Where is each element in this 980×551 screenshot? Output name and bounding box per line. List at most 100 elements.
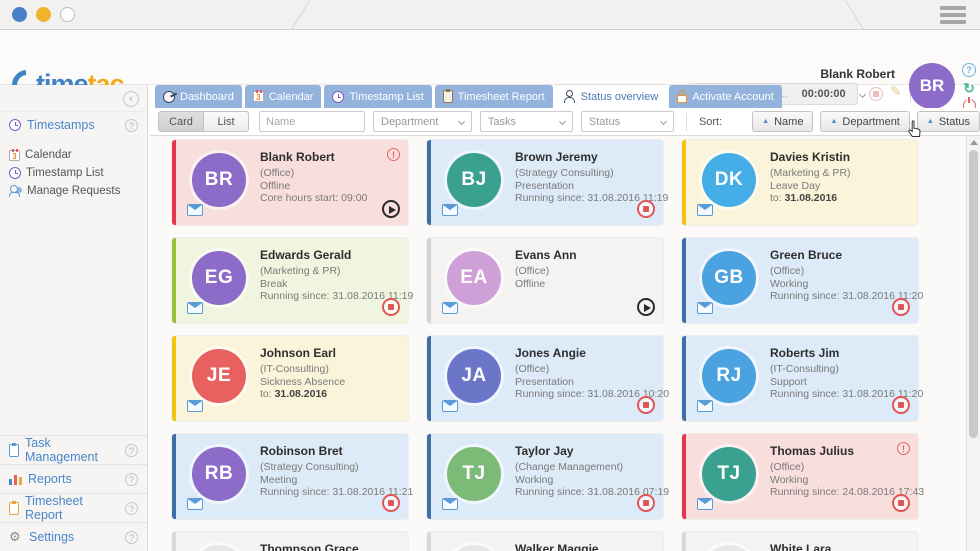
status-card[interactable]: EA Evans Ann (Office) Offline	[427, 238, 663, 323]
help-icon[interactable]	[962, 63, 976, 77]
calendar-icon	[9, 148, 20, 161]
sidebar-section-label: Timestamps	[27, 118, 95, 132]
tab[interactable]: Activate Account	[669, 85, 782, 108]
mail-icon[interactable]	[187, 204, 203, 216]
tab[interactable]: Timestamp List	[324, 85, 432, 108]
person-detail: Running since: 24.08.2016 17:43	[770, 486, 924, 499]
stop-button[interactable]	[382, 494, 400, 512]
sidebar-section[interactable]: Reports	[0, 464, 147, 493]
play-button[interactable]	[382, 200, 400, 218]
mail-icon[interactable]	[442, 498, 458, 510]
sidebar-section[interactable]: Task Management	[0, 435, 147, 464]
scroll-up-icon[interactable]	[970, 140, 978, 145]
scrollbar[interactable]	[966, 136, 980, 551]
status-card[interactable]: RB Robinson Bret (Strategy Consulting) M…	[172, 434, 413, 519]
person-department: (Office)	[770, 265, 805, 277]
person-name: Brown Jeremy	[515, 150, 598, 164]
dashboard-icon	[163, 90, 175, 103]
stop-button[interactable]	[637, 494, 655, 512]
sidebar-item[interactable]: Timestamp List	[9, 164, 147, 182]
stop-button[interactable]	[637, 396, 655, 414]
person-detail-date: 31.08.2016	[274, 388, 328, 400]
tasks-select[interactable]: Tasks	[479, 111, 573, 132]
status-card[interactable]: GB Green Bruce (Office) Working Running …	[682, 238, 923, 323]
help-icon[interactable]	[125, 472, 138, 486]
sidebar-section-timestamps[interactable]: Timestamps	[0, 111, 147, 138]
department-select[interactable]: Department	[373, 111, 472, 132]
stop-button[interactable]	[892, 494, 910, 512]
person-department: (Strategy Consulting)	[515, 167, 614, 179]
person-department: (Marketing & PR)	[260, 265, 341, 277]
person-detail-date: 31.08.2016	[784, 192, 838, 204]
status-card[interactable]: EG Edwards Gerald (Marketing & PR) Break…	[172, 238, 413, 323]
avatar-initials: JE	[206, 365, 232, 386]
sidebar-section[interactable]: Settings	[0, 522, 147, 551]
window-button-blue[interactable]	[12, 7, 27, 22]
mail-icon[interactable]	[442, 302, 458, 314]
status-card[interactable]: RJ Roberts Jim (IT-Consulting) Support R…	[682, 336, 923, 421]
mail-icon[interactable]	[187, 302, 203, 314]
person-status: Working	[770, 277, 809, 290]
people-icon	[9, 185, 22, 197]
card-text: Thomas Julius (Office) Working Running s…	[770, 444, 924, 499]
mail-icon[interactable]	[187, 400, 203, 412]
help-icon[interactable]	[125, 118, 138, 132]
person-department: (IT-Consulting)	[770, 363, 839, 375]
tab[interactable]: Status overview	[555, 85, 667, 108]
mail-icon[interactable]	[442, 400, 458, 412]
tab[interactable]: Calendar	[244, 85, 322, 108]
chevron-down-icon	[659, 117, 668, 126]
tab-label: Timesheet Report	[457, 90, 545, 103]
window-button-yellow[interactable]	[36, 7, 51, 22]
help-icon[interactable]	[125, 443, 138, 457]
collapse-sidebar-icon[interactable]	[123, 91, 139, 107]
sort-button[interactable]: Department	[820, 111, 910, 132]
status-card[interactable]: TJ Thomas Julius (Office) Working Runnin…	[682, 434, 924, 519]
status-card[interactable]: JA Jones Angie (Office) Presentation Run…	[427, 336, 669, 421]
mail-icon[interactable]	[697, 400, 713, 412]
tab[interactable]: Timesheet Report	[434, 85, 553, 108]
sidebar-item[interactable]: Manage Requests	[9, 182, 147, 200]
status-select[interactable]: Status	[580, 111, 674, 132]
refresh-icon[interactable]	[963, 81, 975, 95]
status-card[interactable]: Thompson Grace	[172, 532, 408, 551]
sidebar-items: Calendar Timestamp List Manage Requests	[0, 138, 147, 200]
status-card[interactable]: White Lara	[682, 532, 918, 551]
help-icon[interactable]	[125, 501, 138, 515]
sort-button-label: Name	[774, 115, 804, 128]
stop-button[interactable]	[382, 298, 400, 316]
help-icon[interactable]	[125, 530, 138, 544]
name-filter-input[interactable]	[259, 111, 365, 132]
user-avatar[interactable]: BR	[909, 63, 955, 109]
stop-button[interactable]	[637, 200, 655, 218]
mail-icon[interactable]	[697, 204, 713, 216]
mail-icon[interactable]	[442, 204, 458, 216]
sort-button[interactable]: Status	[916, 111, 980, 132]
mail-icon[interactable]	[697, 302, 713, 314]
status-card[interactable]: JE Johnson Earl (IT-Consulting) Sickness…	[172, 336, 408, 421]
play-button[interactable]	[637, 298, 655, 316]
chevron-down-icon[interactable]	[858, 90, 866, 98]
sidebar-section[interactable]: Timesheet Report	[0, 493, 147, 522]
status-card[interactable]: TJ Taylor Jay (Change Management) Workin…	[427, 434, 669, 519]
stop-button[interactable]	[892, 396, 910, 414]
mail-icon[interactable]	[697, 498, 713, 510]
tab[interactable]: Dashboard	[155, 85, 242, 108]
status-card[interactable]: DK Davies Kristin (Marketing & PR) Leave…	[682, 140, 918, 225]
status-card[interactable]: BJ Brown Jeremy (Strategy Consulting) Pr…	[427, 140, 668, 225]
scrollbar-thumb[interactable]	[969, 150, 978, 438]
status-card[interactable]: BR Blank Robert (Office) Offline Core ho…	[172, 140, 408, 225]
sort-label: Sort:	[698, 115, 723, 128]
status-card[interactable]: Walker Maggie	[427, 532, 663, 551]
avatar	[702, 545, 756, 551]
card-view-button[interactable]: Card	[158, 111, 204, 132]
window-button-white[interactable]	[60, 7, 75, 22]
stop-button[interactable]	[892, 298, 910, 316]
person-name: Green Bruce	[770, 248, 843, 262]
mail-icon[interactable]	[187, 498, 203, 510]
person-detail-text: Running since: 31.08.2016 07:19	[515, 486, 670, 498]
sidebar-item[interactable]: Calendar	[9, 146, 147, 164]
menu-icon[interactable]	[940, 6, 966, 27]
sort-button[interactable]: Name	[752, 111, 814, 132]
list-view-button[interactable]: List	[203, 111, 249, 132]
